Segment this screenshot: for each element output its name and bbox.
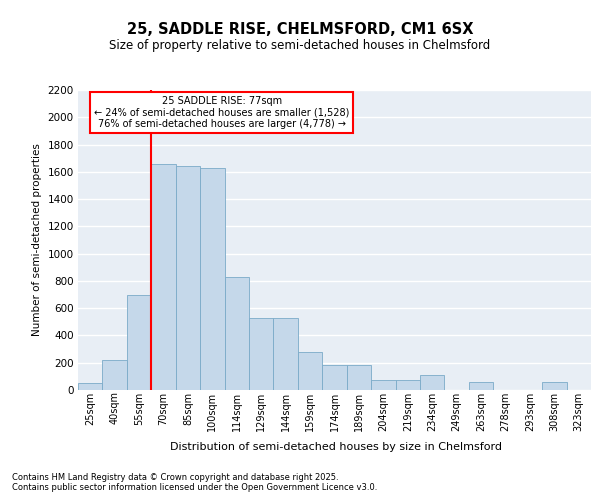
Bar: [224, 277, 249, 390]
Bar: [151, 164, 176, 390]
Bar: [347, 365, 371, 390]
Text: Size of property relative to semi-detached houses in Chelmsford: Size of property relative to semi-detach…: [109, 39, 491, 52]
Bar: [200, 168, 224, 390]
Bar: [176, 166, 200, 390]
Y-axis label: Number of semi-detached properties: Number of semi-detached properties: [32, 144, 42, 336]
Bar: [127, 294, 151, 390]
Text: 25 SADDLE RISE: 77sqm
← 24% of semi-detached houses are smaller (1,528)
76% of s: 25 SADDLE RISE: 77sqm ← 24% of semi-deta…: [94, 96, 349, 129]
Text: 25, SADDLE RISE, CHELMSFORD, CM1 6SX: 25, SADDLE RISE, CHELMSFORD, CM1 6SX: [127, 22, 473, 38]
Text: Contains public sector information licensed under the Open Government Licence v3: Contains public sector information licen…: [12, 484, 377, 492]
Bar: [395, 380, 420, 390]
Bar: [371, 380, 395, 390]
Bar: [249, 318, 274, 390]
Bar: [274, 318, 298, 390]
Bar: [78, 383, 103, 390]
Bar: [469, 382, 493, 390]
Bar: [298, 352, 322, 390]
Text: Contains HM Land Registry data © Crown copyright and database right 2025.: Contains HM Land Registry data © Crown c…: [12, 472, 338, 482]
Text: Distribution of semi-detached houses by size in Chelmsford: Distribution of semi-detached houses by …: [170, 442, 502, 452]
Bar: [103, 360, 127, 390]
Bar: [420, 375, 445, 390]
Bar: [322, 365, 347, 390]
Bar: [542, 382, 566, 390]
